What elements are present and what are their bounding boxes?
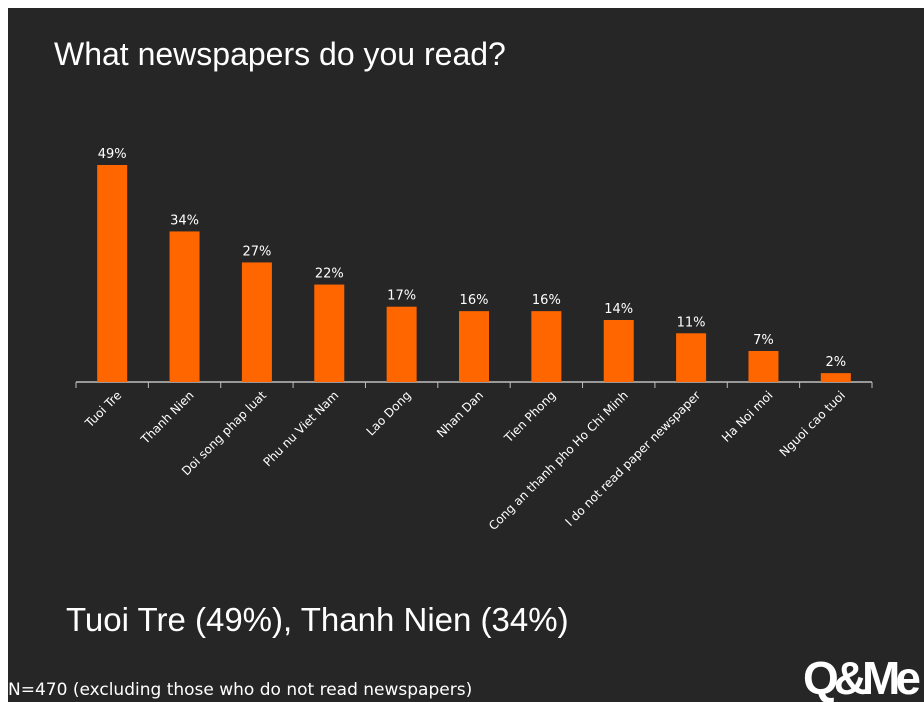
data-label: 49% [98,147,127,162]
data-label: 11% [677,315,706,330]
bar [97,165,128,382]
bar [531,311,562,382]
summary-text: Tuoi Tre (49%), Thanh Nien (34%) [66,601,569,638]
category-label: Thanh Nien [138,388,197,447]
category-label: Tien Phong [501,388,559,446]
data-label: 27% [242,244,271,259]
category-label: Lao Dong [364,388,414,438]
bar [386,306,417,382]
bar [314,284,345,382]
bar [676,333,707,382]
data-label: 22% [315,267,344,282]
bar [169,231,200,382]
category-label: Phu nu Viet Nam [260,388,341,469]
data-label: 16% [460,293,489,308]
data-label: 34% [170,213,199,228]
data-label: 14% [604,302,633,317]
chart-title: What newspapers do you read? [54,36,506,72]
category-label: I do not read paper newspaper [562,388,703,529]
data-label: 2% [826,355,847,370]
category-label: Ha Noi moi [719,388,776,445]
bar [820,373,851,382]
bar [748,351,779,382]
category-label: Tuoi Tre [82,388,125,431]
sample-note: N=470 (excluding those who do not read n… [8,680,473,700]
bar [603,320,634,382]
category-label: Nguoi cao tuoi [777,388,848,459]
category-label: Nhan Dan [434,388,486,440]
data-label: 17% [387,289,416,304]
category-label: Cong an thanh pho Ho Chi Minh [486,388,631,533]
data-label: 16% [532,293,561,308]
slide: What newspapers do you read? 49% Tuoi Tre… [8,8,924,702]
bar [459,311,489,382]
bar [241,262,272,382]
data-label: 7% [753,333,774,348]
qme-logo: Q&Me [803,652,921,702]
